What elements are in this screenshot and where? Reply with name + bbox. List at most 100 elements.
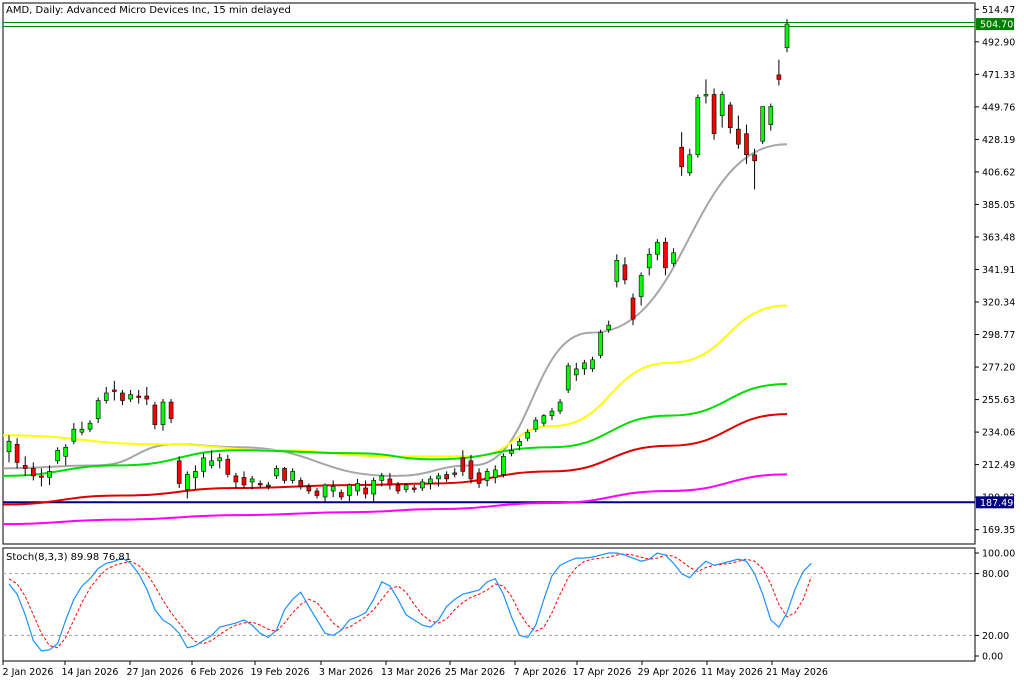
candle-body xyxy=(663,241,668,269)
candle xyxy=(63,444,69,466)
date-tick-label: 25 Mar 2026 xyxy=(445,667,505,678)
price-tick-label: 277.20 xyxy=(982,363,1015,374)
candle xyxy=(436,472,441,487)
candle xyxy=(638,272,644,306)
candle-body xyxy=(541,415,547,424)
candle-body xyxy=(719,94,725,116)
candle xyxy=(727,102,733,134)
axis-layer: 514.47 492.90 471.33 449.76 428.19 406.62 385.… xyxy=(2,5,1015,678)
date-tick-label: 7 Apr 2026 xyxy=(514,667,567,678)
candle xyxy=(79,421,85,436)
candle xyxy=(492,465,498,484)
candle xyxy=(274,465,279,479)
date-tick-label: 2 Jan 2026 xyxy=(3,667,54,678)
candle xyxy=(120,389,125,406)
candle-body xyxy=(679,146,684,168)
candle xyxy=(168,399,174,424)
candle-body xyxy=(330,486,336,492)
candle xyxy=(768,103,774,131)
price-tick-label: 341.91 xyxy=(982,265,1015,276)
candle xyxy=(201,453,206,478)
candle-body xyxy=(144,395,150,400)
candle-body xyxy=(403,484,409,490)
stoch-tick-label: 20.00 xyxy=(982,631,1009,642)
price-tick-label: 320.34 xyxy=(982,298,1015,309)
candle-body xyxy=(784,23,790,49)
candle-body xyxy=(87,422,93,430)
candle xyxy=(338,489,344,501)
support-line-tag xyxy=(976,496,1014,509)
candle xyxy=(330,480,336,498)
candle-body xyxy=(371,480,376,495)
candle-body xyxy=(630,297,636,320)
candle xyxy=(460,450,466,476)
moving-average-yellow xyxy=(2,304,788,458)
candle-body xyxy=(233,475,239,483)
price-tick-label: 471.33 xyxy=(982,70,1015,81)
candle xyxy=(395,481,401,494)
candle xyxy=(557,399,563,415)
candle-body xyxy=(736,128,741,145)
candle xyxy=(314,487,320,499)
candle-body xyxy=(225,459,231,475)
candle xyxy=(241,471,247,488)
candle-body xyxy=(695,97,701,156)
candle xyxy=(306,483,312,494)
candle-body xyxy=(501,456,506,475)
candle xyxy=(428,475,433,490)
candle xyxy=(87,420,93,433)
candle-body xyxy=(120,392,125,401)
candle-body xyxy=(452,472,458,475)
moving-average-green xyxy=(2,382,788,477)
candle xyxy=(55,447,60,464)
candle xyxy=(517,438,522,451)
candle xyxy=(128,389,133,403)
candle xyxy=(193,465,198,490)
candle-body xyxy=(411,487,417,490)
candle xyxy=(468,454,474,484)
candle xyxy=(687,148,693,176)
candle-body xyxy=(420,481,425,489)
price-tick-label: 406.62 xyxy=(982,167,1015,178)
price-tick-label: 514.47 xyxy=(982,5,1015,16)
candle xyxy=(6,435,12,463)
candle xyxy=(176,456,182,488)
candle-body xyxy=(711,94,717,134)
candle-body xyxy=(31,468,36,477)
candle xyxy=(711,88,717,140)
candle xyxy=(549,408,555,421)
candle-body xyxy=(79,428,85,433)
stoch-panel-frame xyxy=(2,547,976,662)
candle xyxy=(533,417,539,433)
date-tick-label: 21 May 2026 xyxy=(766,667,828,678)
candle xyxy=(136,389,141,404)
candle-body xyxy=(444,474,449,480)
candle-body xyxy=(347,484,352,496)
stoch-title: Stoch(8,3,3) 89.98 76.81 xyxy=(6,552,131,563)
stoch-tick-label: 100.00 xyxy=(982,549,1015,560)
candle xyxy=(501,453,506,478)
candle xyxy=(509,444,514,457)
candle-body xyxy=(241,477,247,486)
candle xyxy=(420,478,425,491)
candle xyxy=(525,429,530,442)
candle-body xyxy=(314,490,320,496)
candle xyxy=(614,254,620,288)
candle-body xyxy=(549,410,555,416)
candle xyxy=(290,468,295,484)
candle xyxy=(322,483,328,502)
candle xyxy=(347,483,352,502)
candle-body xyxy=(525,431,530,439)
date-tick-label: 17 Apr 2026 xyxy=(573,667,632,678)
date-tick-label: 13 Mar 2026 xyxy=(381,667,441,678)
candle xyxy=(95,397,101,424)
candle-body xyxy=(492,469,498,478)
candle xyxy=(282,466,287,484)
candle xyxy=(646,248,652,276)
candle-body xyxy=(274,468,279,477)
candle xyxy=(452,468,458,478)
candle xyxy=(411,484,417,493)
candle xyxy=(679,132,684,176)
candle-body xyxy=(622,264,628,281)
